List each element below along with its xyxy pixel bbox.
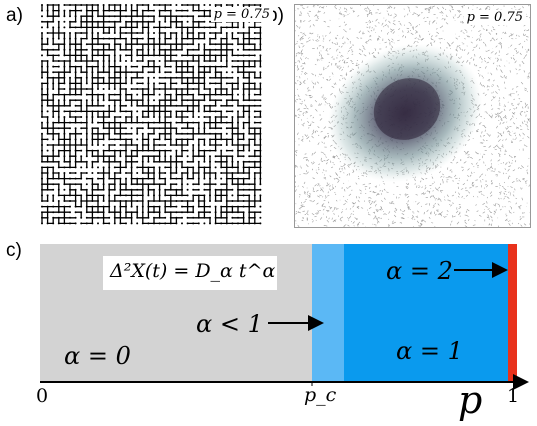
walk-p-label: p = 0.75 bbox=[463, 10, 526, 25]
alpha-zero-label: α = 0 bbox=[64, 342, 131, 370]
walk-panel: p = 0.75 bbox=[294, 4, 531, 228]
alpha-one-label: α = 1 bbox=[396, 337, 463, 365]
walk-density-graphic bbox=[295, 5, 530, 227]
lattice-p-label: p = 0.75 bbox=[210, 7, 273, 22]
panel-a-label: a) bbox=[6, 5, 23, 26]
axis-pc-label: p_c bbox=[304, 384, 337, 406]
lattice-graphic bbox=[41, 4, 262, 225]
alpha-subdiffusive-label: α < 1 bbox=[196, 310, 263, 338]
equation-label: Δ²X(t) = D_α t^α bbox=[110, 260, 276, 282]
region-alpha-subdiffusive bbox=[312, 244, 344, 382]
panel-c-label: c) bbox=[6, 240, 22, 261]
equation-box bbox=[103, 256, 277, 290]
alpha-two-label: α = 2 bbox=[386, 257, 453, 285]
region-alpha-one bbox=[344, 244, 508, 382]
axis-start-label: 0 bbox=[36, 385, 49, 407]
lattice-panel: p = 0.75 bbox=[40, 3, 273, 227]
axis-p-label: p bbox=[458, 378, 483, 422]
region-alpha-two bbox=[508, 244, 517, 382]
axis-end-label: 1 bbox=[507, 385, 520, 407]
